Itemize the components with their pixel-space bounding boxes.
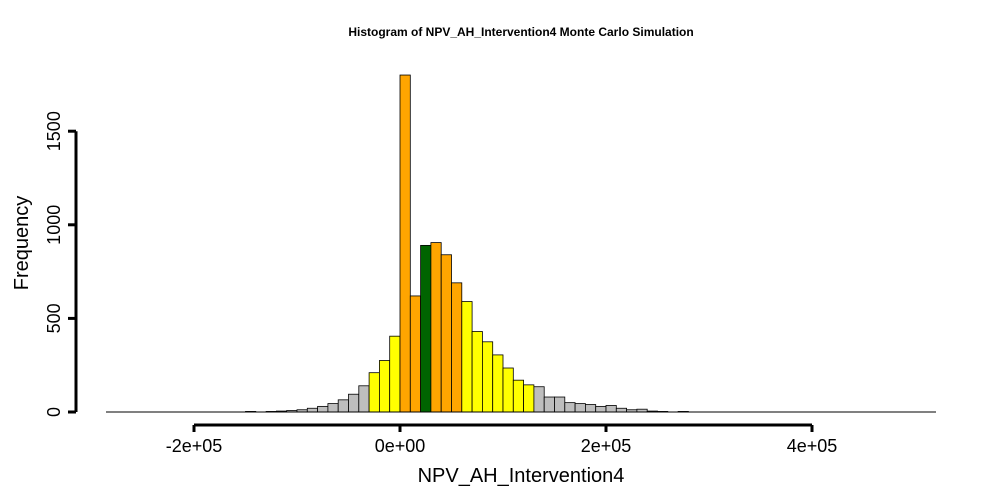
histogram-bar xyxy=(471,331,483,413)
histogram-bar xyxy=(564,402,576,413)
y-tick-label: 500 xyxy=(44,303,64,333)
y-tick-label: 1500 xyxy=(44,111,64,151)
histogram-bar xyxy=(502,367,514,413)
x-tick-label: -2e+05 xyxy=(166,436,223,456)
histogram-bar xyxy=(451,282,463,413)
histogram-bar xyxy=(523,384,535,413)
histogram-bar xyxy=(605,405,617,413)
x-tick-label: 0e+00 xyxy=(375,436,426,456)
y-axis-label: Frequency xyxy=(11,196,33,291)
histogram-bar xyxy=(461,301,473,413)
histogram-bar xyxy=(378,360,391,413)
histogram-bar xyxy=(574,403,586,413)
y-tick-label: 1000 xyxy=(44,205,64,245)
histogram-bar xyxy=(348,393,360,413)
histogram-bar xyxy=(306,407,318,413)
histogram-bar xyxy=(399,74,411,413)
histogram-bar xyxy=(317,405,329,413)
chart-title: Histogram of NPV_AH_Intervention4 Monte … xyxy=(348,25,693,39)
x-tick-label: 4e+05 xyxy=(787,436,838,456)
histogram-bar xyxy=(337,399,349,413)
histogram-bar xyxy=(430,242,442,413)
x-axis-label: NPV_AH_Intervention4 xyxy=(418,465,625,487)
y-tick-label: 0 xyxy=(44,407,64,417)
histogram-bar xyxy=(554,396,566,413)
histogram-bar xyxy=(440,254,452,413)
histogram-bar xyxy=(595,405,607,413)
histogram-bar xyxy=(492,354,504,413)
histogram-bar xyxy=(409,295,421,413)
histogram-bars xyxy=(245,74,689,413)
histogram-bar xyxy=(512,379,524,413)
histogram-bar xyxy=(533,386,545,413)
histogram-bar xyxy=(358,385,370,413)
y-axis: 0 500 1000 1500 xyxy=(44,111,78,417)
histogram-bar xyxy=(585,404,597,413)
histogram-bar xyxy=(420,244,432,413)
x-axis: -2e+05 0e+00 2e+05 4e+05 xyxy=(166,423,838,456)
histogram-bar xyxy=(615,407,627,413)
histogram-bar xyxy=(368,372,380,413)
histogram-bar xyxy=(481,341,494,413)
histogram-bar xyxy=(327,403,339,413)
x-tick-label: 2e+05 xyxy=(581,436,632,456)
histogram-bar xyxy=(543,396,555,413)
histogram-bar xyxy=(389,335,401,413)
